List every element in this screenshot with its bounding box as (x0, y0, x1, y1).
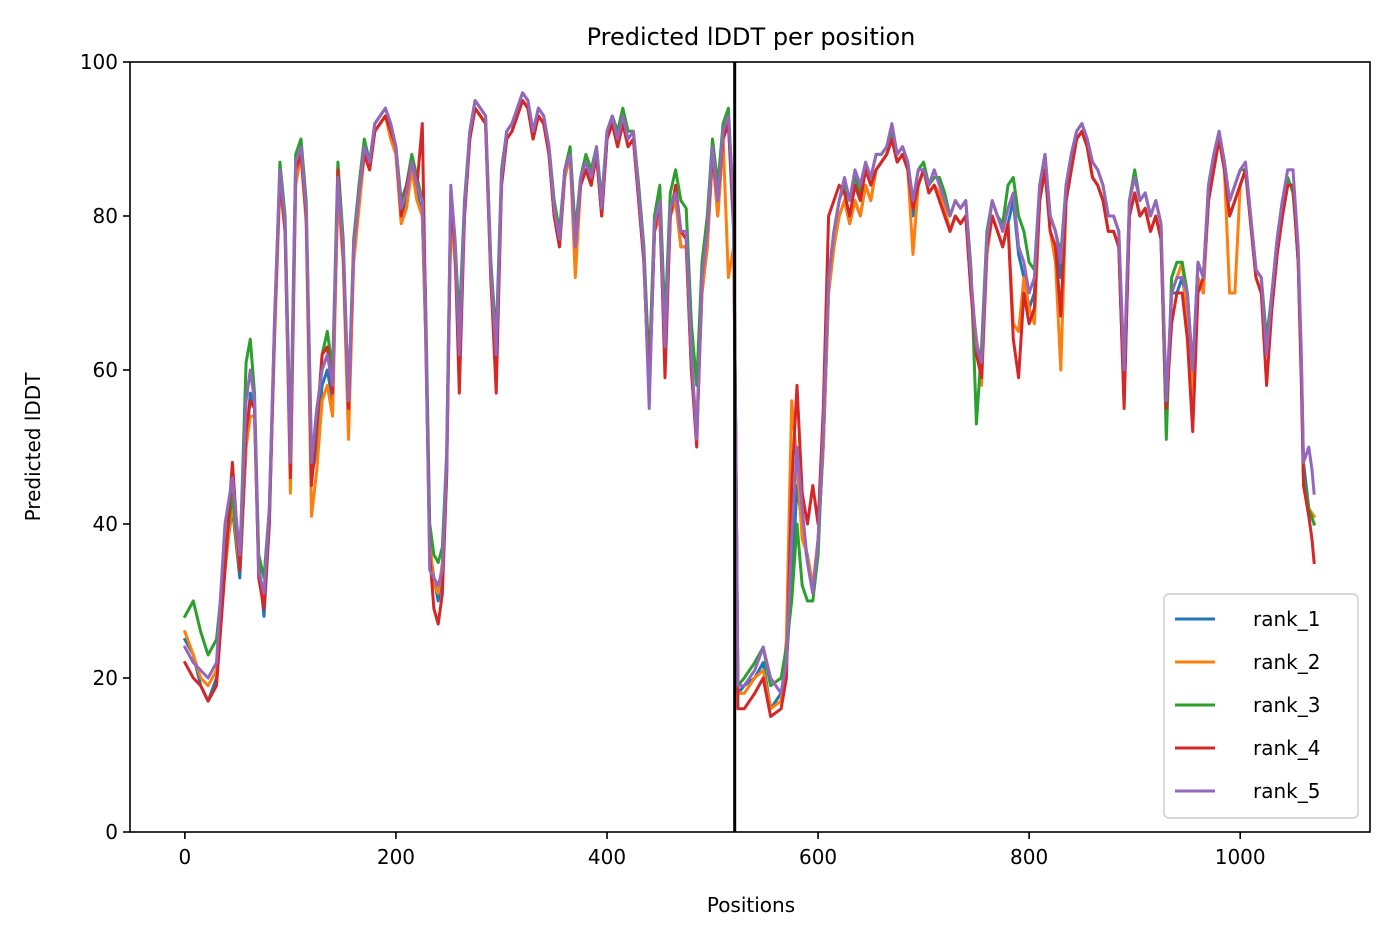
y-axis-label: Predicted lDDT (21, 372, 45, 522)
legend-label: rank_5 (1253, 779, 1320, 803)
legend: rank_1 rank_2 rank_3 rank_4 rank_5 (1163, 593, 1359, 819)
x-tick-label: 600 (799, 845, 837, 869)
legend-label: rank_4 (1253, 736, 1320, 760)
series-layer (182, 91, 1317, 718)
legend-label: rank_1 (1253, 607, 1320, 631)
chart-title: Predicted lDDT per position (587, 23, 916, 51)
y-tick-label: 60 (93, 358, 118, 382)
y-tick-label: 80 (93, 204, 118, 228)
legend-box (1163, 593, 1359, 819)
x-tick-label: 200 (377, 845, 415, 869)
y-tick-label: 0 (105, 820, 118, 844)
x-axis-label: Positions (707, 893, 795, 917)
series-line-rank-5 (182, 91, 1316, 695)
y-tick-label: 20 (93, 666, 118, 690)
plot-frame (129, 61, 1371, 833)
y-tick-label: 100 (80, 50, 118, 74)
legend-label: rank_3 (1253, 693, 1320, 717)
x-tick-label: 1000 (1215, 845, 1266, 869)
series-line-rank-4 (182, 99, 1316, 718)
y-tick-label: 40 (93, 512, 118, 536)
legend-label: rank_2 (1253, 650, 1320, 674)
y-axis: 0 20 40 60 80 100 (80, 50, 130, 844)
x-tick-label: 800 (1010, 845, 1048, 869)
x-tick-label: 0 (179, 845, 192, 869)
x-tick-label: 400 (588, 845, 626, 869)
x-axis: 0 200 400 600 800 1000 (179, 832, 1266, 869)
